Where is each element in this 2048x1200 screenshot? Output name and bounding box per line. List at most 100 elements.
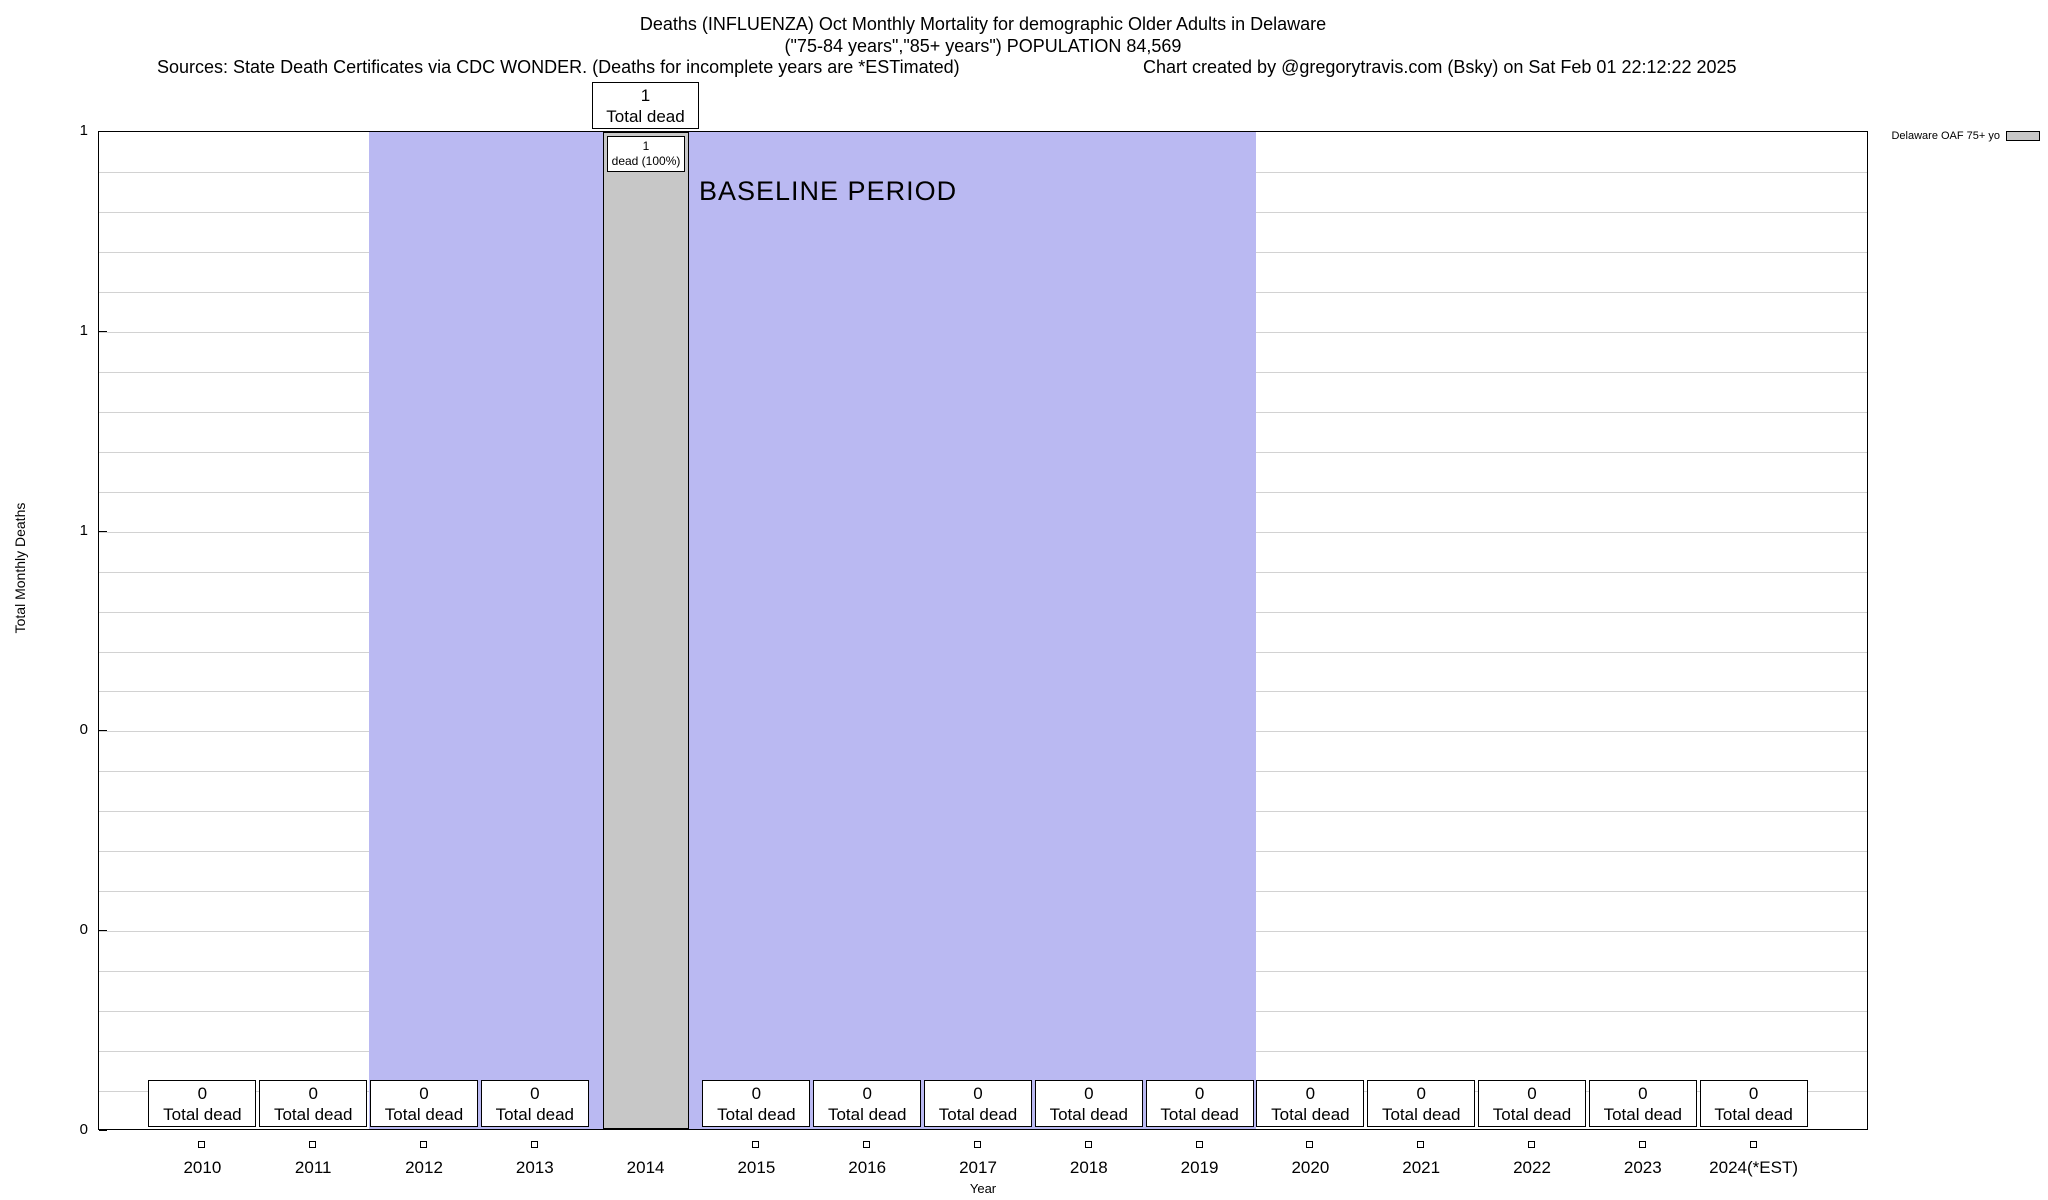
- legend-swatch-icon: [2006, 131, 2040, 141]
- y-tick-label: 1: [79, 521, 88, 539]
- year-total-label: Total dead: [273, 1105, 353, 1124]
- bar-2014-detail-box: 1 dead (100%): [607, 136, 685, 172]
- year-total-box: 0 Total dead: [259, 1080, 368, 1127]
- data-point-marker: [974, 1141, 981, 1148]
- sources-note: Sources: State Death Certificates via CD…: [157, 57, 960, 77]
- data-point-marker: [420, 1141, 427, 1148]
- year-total-box: 0 Total dead: [1034, 1080, 1143, 1127]
- year-total-value: 0: [1194, 1084, 1205, 1103]
- data-point-marker: [1417, 1141, 1425, 1148]
- baseline-band: [369, 132, 1256, 1129]
- year-total-label: Total dead: [717, 1105, 796, 1124]
- year-total-label: Total dead: [1714, 1105, 1793, 1124]
- y-tick-mark: [99, 1130, 107, 1131]
- year-total-box: 0 Total dead: [480, 1080, 589, 1127]
- y-tick-label: 0: [79, 1121, 88, 1138]
- year-total-value: 0: [862, 1084, 872, 1103]
- plot-area: BASELINE PERIOD 1 dead (100%): [98, 131, 1868, 1130]
- y-tick-label: 0: [79, 921, 88, 939]
- year-total-box: 0 Total dead: [370, 1080, 478, 1127]
- baseline-label: BASELINE PERIOD: [699, 176, 958, 206]
- x-tick-label: 2016: [848, 1158, 887, 1177]
- data-point-marker: [1528, 1141, 1535, 1148]
- year-total-value: 0: [1638, 1084, 1648, 1103]
- x-tick-label: 2018: [1069, 1158, 1108, 1177]
- year-total-value: 0: [1084, 1084, 1094, 1103]
- data-point-marker: [1195, 1141, 1203, 1148]
- x-tick-label: 2012: [405, 1158, 443, 1177]
- year-total-label: Total dead: [1381, 1105, 1461, 1124]
- y-tick-mark: [99, 330, 107, 332]
- bar-2014-total-value: 1: [640, 86, 651, 105]
- x-tick-label: 2013: [515, 1158, 554, 1177]
- chart-title: Deaths (INFLUENZA) Oct Monthly Mortality…: [639, 14, 1327, 34]
- year-total-box: 0 Total dead: [1588, 1080, 1697, 1127]
- bar-2014-total-label: Total dead: [606, 107, 685, 126]
- year-total-box: 0 Total dead: [924, 1080, 1032, 1127]
- bar-2014: [603, 132, 689, 1129]
- year-total-value: 0: [1416, 1084, 1426, 1103]
- y-tick-mark: [99, 730, 107, 732]
- y-tick-mark: [99, 131, 107, 132]
- y-tick-label: 1: [79, 122, 88, 139]
- data-point-marker: [530, 1141, 538, 1148]
- y-tick-label: 0: [79, 721, 88, 739]
- y-tick-mark: [99, 930, 107, 932]
- year-total-label: Total dead: [384, 1105, 464, 1124]
- data-point-marker: [309, 1141, 317, 1148]
- year-total-box: 0 Total dead: [1367, 1080, 1476, 1127]
- year-total-label: Total dead: [1603, 1105, 1683, 1124]
- x-tick-label: 2014: [626, 1158, 665, 1177]
- year-total-value: 0: [1748, 1084, 1759, 1103]
- data-point-marker: [1638, 1141, 1646, 1148]
- data-point-marker: [863, 1141, 871, 1148]
- x-axis-label: Year: [969, 1181, 997, 1196]
- data-point-marker: [198, 1141, 206, 1148]
- legend-label: Delaware OAF 75+ yo: [1891, 130, 2000, 142]
- x-tick-label: 2022: [1513, 1158, 1551, 1177]
- year-total-label: Total dead: [827, 1105, 907, 1124]
- chart-subtitle: ("75-84 years","85+ years") POPULATION 8…: [784, 36, 1182, 56]
- year-total-box: 0 Total dead: [148, 1080, 257, 1127]
- year-total-box: 0 Total dead: [702, 1080, 811, 1127]
- bar-2014-total-box: 1 Total dead: [592, 82, 699, 129]
- year-total-label: Total dead: [163, 1105, 242, 1124]
- x-tick-label: 2021: [1402, 1158, 1441, 1177]
- year-total-label: Total dead: [1049, 1105, 1129, 1124]
- x-tick-label: 2020: [1291, 1158, 1330, 1177]
- x-tick-label: 2017: [959, 1158, 997, 1177]
- x-tick-label: 2011: [294, 1158, 332, 1177]
- year-total-box: 0 Total dead: [1256, 1080, 1365, 1127]
- credit-note: Chart created by @gregorytravis.com (Bsk…: [1143, 57, 1737, 77]
- year-total-value: 0: [1527, 1084, 1537, 1103]
- year-total-box: 0 Total dead: [1478, 1080, 1586, 1127]
- year-total-box: 0 Total dead: [1145, 1080, 1254, 1127]
- year-total-label: Total dead: [1160, 1105, 1239, 1124]
- bar-2014-detail-value: 1: [642, 139, 650, 153]
- year-total-label: Total dead: [1492, 1105, 1572, 1124]
- year-total-value: 0: [1305, 1084, 1316, 1103]
- legend: Delaware OAF 75+ yo: [1880, 128, 2040, 144]
- data-point-marker: [752, 1141, 760, 1148]
- data-point-marker: [1084, 1141, 1092, 1148]
- x-tick-label: 2023: [1623, 1158, 1662, 1177]
- year-total-value: 0: [197, 1084, 208, 1103]
- year-total-value: 0: [308, 1084, 318, 1103]
- year-total-value: 0: [751, 1084, 762, 1103]
- year-total-box: 0 Total dead: [813, 1080, 922, 1127]
- year-total-value: 0: [973, 1084, 983, 1103]
- x-tick-label: 2024(*EST): [1709, 1158, 1799, 1177]
- y-tick-label: 1: [79, 321, 88, 339]
- x-tick-label: 2019: [1180, 1158, 1219, 1177]
- y-tick-mark: [99, 530, 107, 532]
- x-tick-label: 2015: [737, 1158, 776, 1177]
- year-total-label: Total dead: [1271, 1105, 1350, 1124]
- data-point-marker: [1306, 1141, 1314, 1148]
- data-point-marker: [1749, 1141, 1757, 1148]
- bar-2014-detail-text: dead (100%): [611, 154, 681, 168]
- year-total-box: 0 Total dead: [1699, 1080, 1808, 1127]
- year-total-label: Total dead: [938, 1105, 1018, 1124]
- x-tick-label: 2010: [183, 1158, 222, 1177]
